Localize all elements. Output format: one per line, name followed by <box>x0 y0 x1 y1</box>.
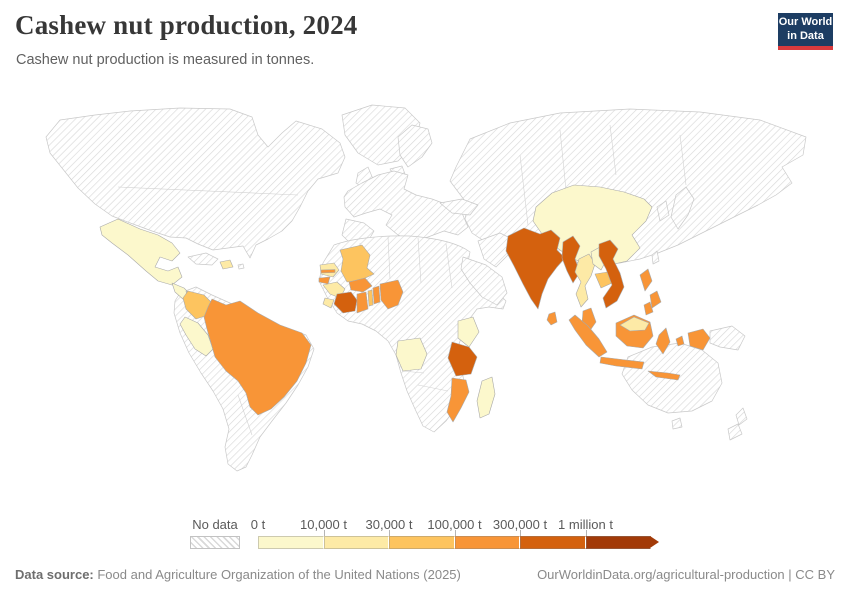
landmass-korea <box>656 200 670 222</box>
legend-no-data-swatch[interactable] <box>190 536 240 549</box>
country-cote-divoire[interactable] <box>333 291 358 314</box>
landmass-europe <box>343 170 469 242</box>
legend-bin-0[interactable] <box>258 536 324 549</box>
border-sahara-2 <box>387 236 391 280</box>
legend-tick-5 <box>585 530 587 536</box>
legend-bin-5[interactable] <box>585 536 651 549</box>
legend-tick-4 <box>520 530 521 536</box>
legend-bin-1[interactable] <box>323 536 389 549</box>
legend-no-data-label: No data <box>192 517 238 532</box>
country-philippines-mindanao[interactable] <box>643 301 654 316</box>
country-mozambique[interactable] <box>446 377 470 423</box>
legend-tick-3 <box>454 530 456 536</box>
country-indonesia-west-papua[interactable] <box>687 328 711 351</box>
legend-label-5: 1 million t <box>558 517 613 532</box>
landmass-north-america <box>45 107 346 259</box>
legend-bin-2[interactable] <box>389 536 455 549</box>
country-burkina-faso[interactable] <box>348 277 373 293</box>
footer-source: Data source: Food and Agriculture Organi… <box>15 567 461 582</box>
legend-label-2: 30,000 t <box>365 517 413 532</box>
country-indonesia-sumatra[interactable] <box>568 314 608 358</box>
country-philippines-luzon[interactable] <box>639 268 653 292</box>
border-sahara-4 <box>445 243 453 289</box>
country-indonesia-java[interactable] <box>599 356 645 370</box>
landmass-puerto-rico <box>237 263 245 270</box>
border-russia-3 <box>609 124 617 176</box>
country-philippines-visayas[interactable] <box>649 290 662 309</box>
legend-label-0: 0 t <box>250 517 266 532</box>
owid-logo-redbar <box>778 46 833 50</box>
country-kenya[interactable] <box>457 316 480 348</box>
legend-label-3: 100,000 t <box>427 517 482 532</box>
border-russia-2 <box>559 129 567 191</box>
legend-tick-1 <box>323 530 325 536</box>
country-nigeria[interactable] <box>379 279 404 310</box>
border-argentina <box>237 394 253 436</box>
border-russia-1 <box>519 154 529 226</box>
landmass-papua-new-guinea <box>709 325 746 351</box>
country-india[interactable] <box>505 227 566 310</box>
page-title: Cashew nut production, 2024 <box>15 10 358 40</box>
country-angola[interactable] <box>395 337 428 372</box>
country-mexico[interactable] <box>99 218 183 286</box>
country-benin[interactable] <box>372 285 381 305</box>
country-malaysia-borneo[interactable] <box>619 316 650 332</box>
country-colombia[interactable] <box>182 290 213 320</box>
country-sri-lanka[interactable] <box>546 311 558 326</box>
legend-labels: 0 t 10,000 t 30,000 t 100,000 t 300,000 t 1 m… <box>251 517 668 533</box>
landmass-new-zealand-south <box>727 423 743 441</box>
legend-arrow <box>650 536 659 548</box>
country-peru[interactable] <box>179 316 214 357</box>
border-southern-africa-2 <box>417 384 449 392</box>
country-dominican-republic[interactable] <box>219 259 234 270</box>
legend-bin-4[interactable] <box>520 536 586 549</box>
landmass-tasmania <box>671 417 683 430</box>
country-thailand[interactable] <box>574 253 596 308</box>
landmass-taiwan <box>651 250 660 265</box>
legend-tick-2 <box>389 530 390 536</box>
owid-logo-line2: in Data <box>787 29 824 42</box>
border-russia-4 <box>679 134 687 186</box>
country-ghana[interactable] <box>356 291 369 314</box>
world-map <box>45 104 807 472</box>
landmass-japan <box>670 186 695 230</box>
footer: Data source: Food and Agriculture Organi… <box>0 567 850 582</box>
footer-source-label: Data source: <box>15 567 94 582</box>
footer-credit-link[interactable]: OurWorldinData.org/agricultural-producti… <box>537 567 835 582</box>
landmass-new-zealand-north <box>735 407 748 426</box>
landmass-turkey <box>439 198 479 216</box>
legend-bar <box>258 530 659 549</box>
owid-logo[interactable]: Our World in Data <box>778 13 833 46</box>
country-sierra-leone[interactable] <box>322 297 335 309</box>
country-tanzania[interactable] <box>447 341 478 377</box>
border-southern-africa-1 <box>401 370 425 374</box>
legend-label-1: 10,000 t <box>300 517 347 532</box>
landmass-arabia <box>460 256 508 306</box>
country-mali[interactable] <box>339 244 375 283</box>
country-indonesia-sulawesi[interactable] <box>655 327 671 355</box>
landmass-scandinavia <box>397 124 433 168</box>
border-us-canada <box>117 186 299 196</box>
owid-logo-line1: Our World <box>778 15 833 28</box>
country-madagascar[interactable] <box>476 376 496 419</box>
country-vietnam[interactable] <box>598 239 625 309</box>
legend: 0 t 10,000 t 30,000 t 100,000 t 300,000 t 1 m… <box>251 517 668 551</box>
landmass-cuba <box>187 252 219 266</box>
chart-subtitle: Cashew nut production is measured in ton… <box>16 52 315 68</box>
legend-label-4: 300,000 t <box>492 517 548 532</box>
country-indonesia-lesser-sunda[interactable] <box>647 370 681 381</box>
country-indonesia-moluccas[interactable] <box>675 335 685 347</box>
country-togo[interactable] <box>367 289 374 307</box>
country-brazil[interactable] <box>203 298 312 416</box>
legend-bin-3[interactable] <box>454 536 520 549</box>
country-gambia[interactable] <box>320 269 336 274</box>
border-sahara-3 <box>417 237 422 284</box>
footer-source-text: Food and Agriculture Organization of the… <box>93 567 461 582</box>
